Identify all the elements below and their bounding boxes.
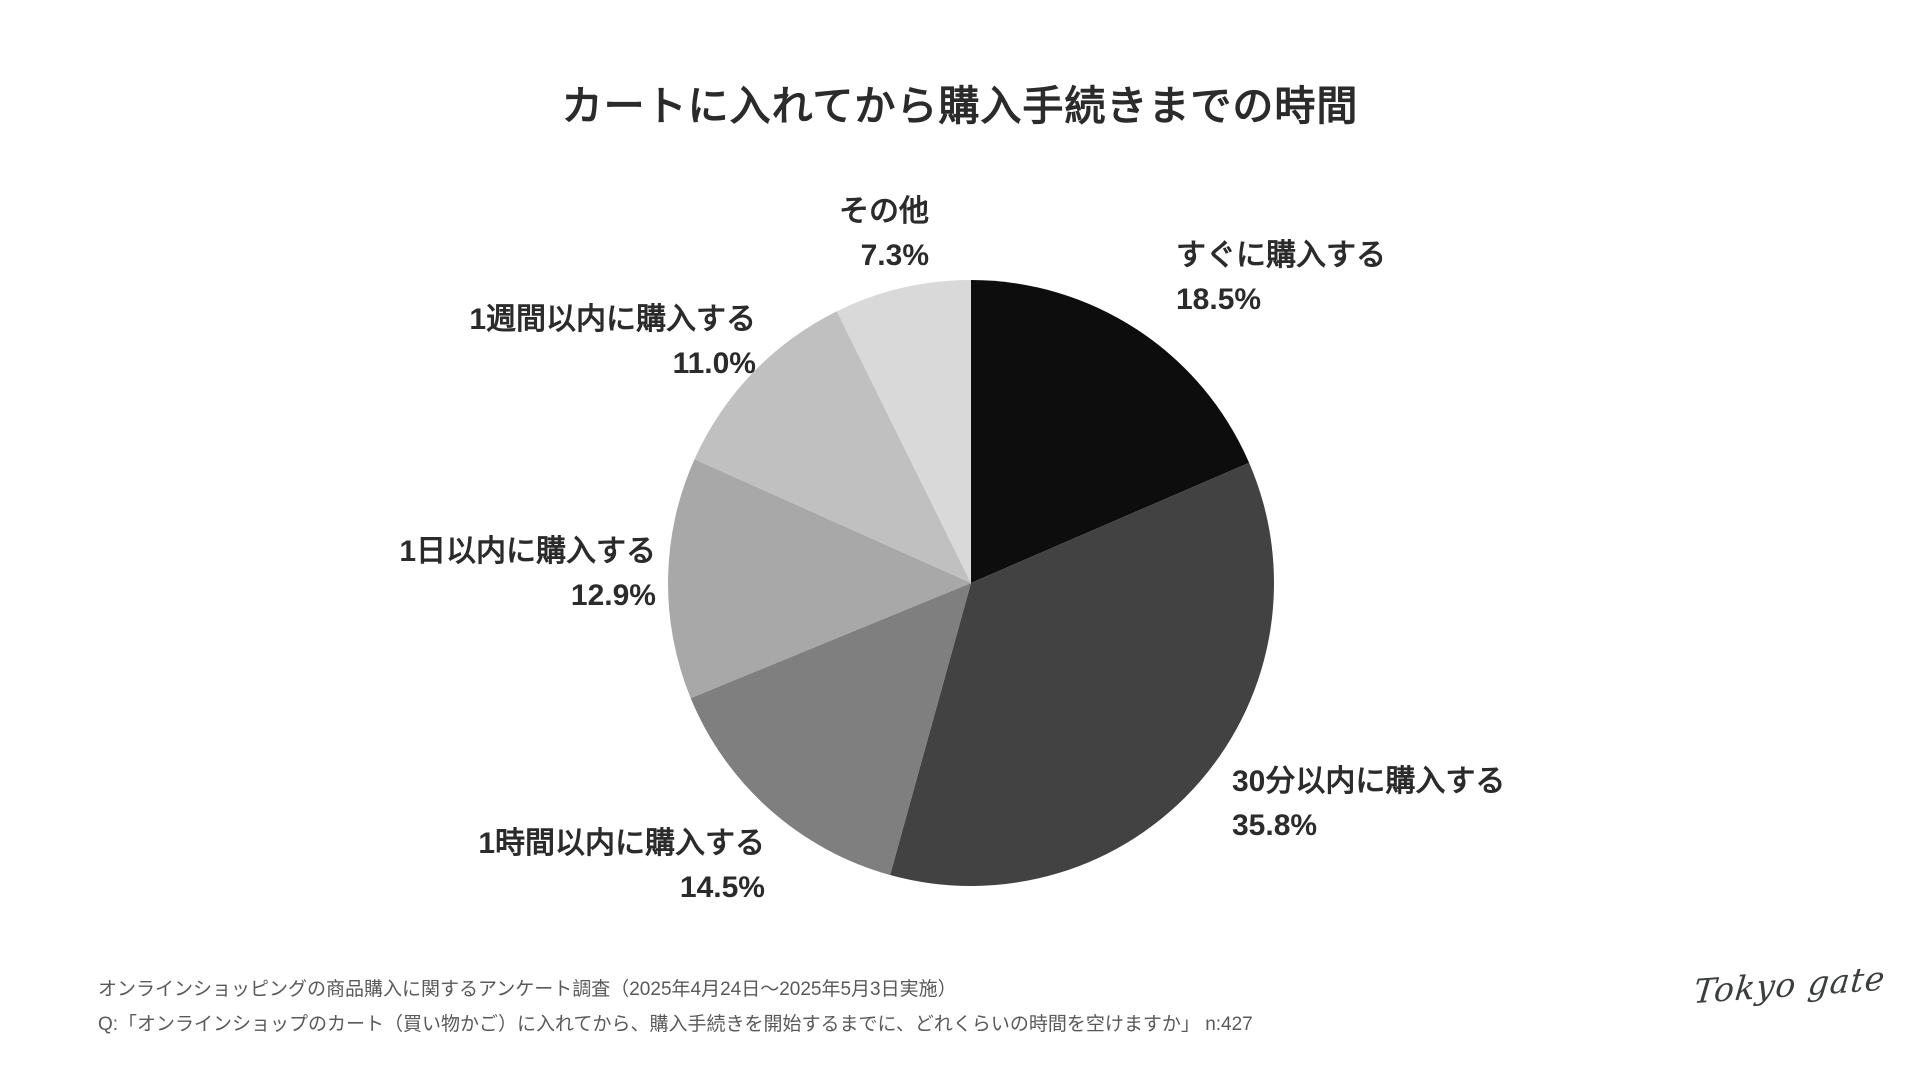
slice-label-within-1hour: 1時間以内に購入する 14.5% xyxy=(478,822,765,910)
pie-slice-3 xyxy=(668,459,971,699)
slice-label-within-1week-pct: 11.0% xyxy=(672,347,756,380)
slice-label-within-1hour-name: 1時間以内に購入する xyxy=(478,827,765,860)
slice-label-within-1day-name: 1日以内に購入する xyxy=(399,535,656,568)
chart-title: カートに入れてから購入手続きまでの時間 xyxy=(561,83,1359,129)
pie-chart xyxy=(668,280,1275,887)
pie-slice-4 xyxy=(694,311,971,583)
slice-label-other-name: その他 xyxy=(839,195,929,228)
slice-label-immediately-pct: 18.5% xyxy=(1176,283,1262,316)
slice-label-within-30min-pct: 35.8% xyxy=(1232,809,1318,842)
slice-label-within-1week: 1週間以内に購入する 11.0% xyxy=(469,298,756,386)
slice-label-within-1week-name: 1週間以内に購入する xyxy=(469,303,756,336)
slice-label-immediately: すぐに購入する 18.5% xyxy=(1176,234,1386,322)
pie-slice-2 xyxy=(690,583,971,875)
pie-slice-5 xyxy=(836,280,971,583)
footer-note: オンラインショッピングの商品購入に関するアンケート調査（2025年4月24日～2… xyxy=(98,972,1253,1042)
slice-label-within-1day-pct: 12.9% xyxy=(570,579,656,612)
survey-question-line: Q:「オンラインショップのカート（買い物かご）に入れてから、購入手続きを開始する… xyxy=(98,1014,1253,1035)
slice-label-within-30min: 30分以内に購入する 35.8% xyxy=(1232,760,1505,848)
pie-slice-1 xyxy=(890,462,1275,887)
slice-label-within-30min-name: 30分以内に購入する xyxy=(1232,765,1506,798)
slice-label-immediately-name: すぐに購入する xyxy=(1176,239,1386,272)
slice-label-within-1hour-pct: 14.5% xyxy=(679,871,765,904)
slice-label-other-pct: 7.3% xyxy=(860,239,929,272)
pie-slice-0 xyxy=(971,280,1250,583)
survey-source-line: オンラインショッピングの商品購入に関するアンケート調査（2025年4月24日～2… xyxy=(98,979,957,1000)
slice-label-other: その他 7.3% xyxy=(839,190,929,278)
slice-label-within-1day: 1日以内に購入する 12.9% xyxy=(399,530,656,618)
